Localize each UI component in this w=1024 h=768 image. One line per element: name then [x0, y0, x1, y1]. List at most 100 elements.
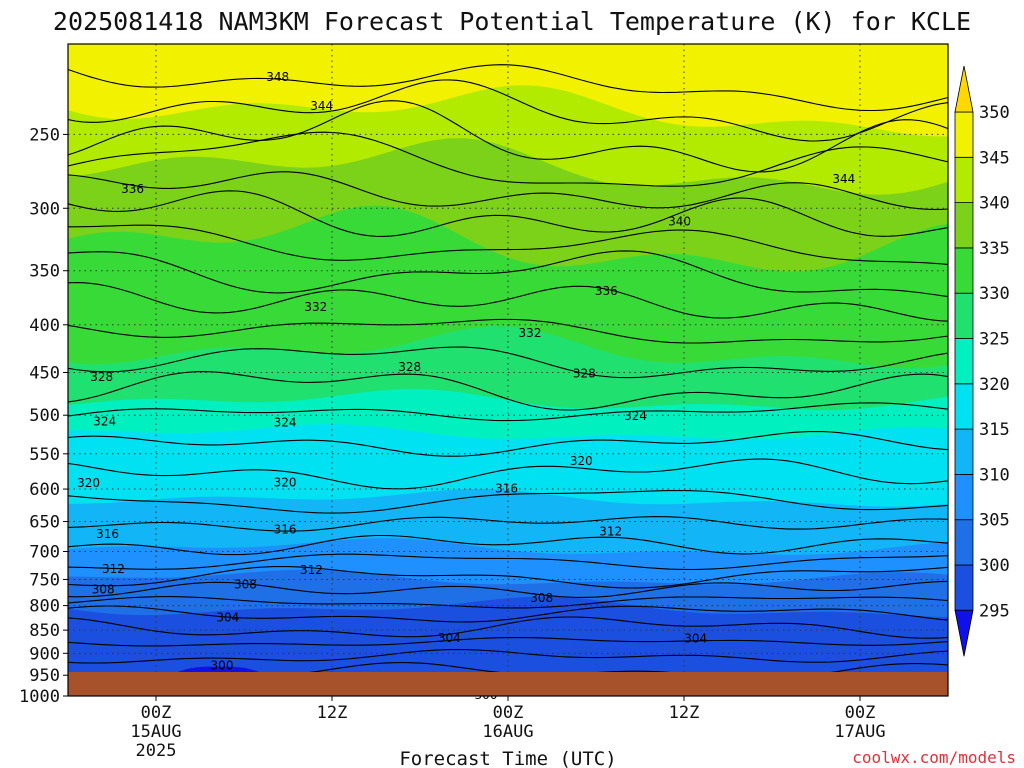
y-tick-label: 750	[29, 570, 60, 590]
colorbar-segment	[954, 292, 974, 339]
contour-line-24	[67, 636, 949, 647]
contour-label: 340	[668, 215, 691, 229]
contour-line-7	[67, 250, 949, 298]
colorbar-label: 345	[979, 148, 1010, 168]
y-tick-label: 300	[29, 199, 60, 219]
contour-labels: 348 344 344 340 336 336 332 332 328 328 328 324 324 3…	[77, 70, 855, 702]
contour-label: 336	[595, 284, 618, 298]
y-tick-label: 700	[29, 543, 60, 563]
colorbar-segment	[954, 383, 974, 430]
contour-label: 320	[77, 476, 100, 490]
x-tick-label: 00Z	[845, 703, 876, 723]
colorbar-label: 330	[979, 284, 1010, 304]
contour-line-18	[67, 553, 949, 571]
x-tick-label: 00Z	[141, 703, 172, 723]
y-tick-label: 550	[29, 445, 60, 465]
contour-line-12	[67, 402, 949, 422]
colorbar-segment	[954, 202, 974, 249]
contour-line-8	[67, 282, 949, 322]
contour-label: 348	[266, 70, 289, 84]
x-tick-label: 16AUG	[482, 722, 533, 742]
contour-line-4	[67, 171, 949, 210]
contour-label: 324	[624, 409, 647, 423]
y-tick-label: 900	[29, 644, 60, 664]
contour-line-22	[67, 605, 949, 623]
contour-line-15	[67, 490, 949, 514]
contour-line-20	[67, 580, 949, 598]
contour-label: 304	[684, 632, 707, 646]
colorbar-label: 320	[979, 375, 1010, 395]
contour-line-23	[67, 616, 949, 639]
y-tick-label: 800	[29, 597, 60, 617]
colorbar-label: 295	[979, 601, 1010, 621]
contour-label: 312	[599, 524, 622, 538]
x-tick-label: 15AUG	[130, 722, 181, 742]
colorbar-label: 315	[979, 420, 1010, 440]
colorbar-segment	[954, 564, 974, 611]
contour-line-19	[67, 565, 949, 589]
x-axis-title: Forecast Time (UTC)	[399, 748, 616, 768]
contour-line-14	[67, 458, 949, 490]
contour-line-2	[67, 100, 949, 173]
contour-label: 332	[304, 300, 327, 314]
contour-label: 308	[530, 591, 553, 605]
contour-line-13	[67, 430, 949, 457]
contour-label: 324	[93, 415, 116, 429]
contour-label: 308	[92, 583, 115, 597]
contour-label: 300	[211, 658, 234, 672]
contour-label: 324	[274, 415, 297, 429]
contour-label: 320	[274, 475, 297, 489]
colorbar-top-arrow	[954, 65, 974, 113]
contour-label: 328	[90, 370, 113, 384]
contour-line-21	[67, 596, 949, 609]
plot-area	[68, 44, 948, 697]
contour-label: 312	[102, 562, 125, 576]
contour-label: 336	[121, 182, 144, 196]
y-axis: 250 300 350 400 450 500 550 600 650 700 750 800 850 9…	[19, 125, 68, 707]
colorbar: 295 300 305 310 315 320 325 330 335 340 345 350	[954, 65, 1010, 657]
contour-label: 344	[310, 99, 333, 113]
contour-label: 328	[573, 366, 596, 380]
ground-surface	[68, 672, 948, 696]
x-tick-label: 17AUG	[834, 722, 885, 742]
y-tick-label: 500	[29, 406, 60, 426]
credit-text: coolwx.com/models	[852, 748, 1016, 767]
y-tick-label: 600	[29, 480, 60, 500]
contour-label: 304	[438, 631, 461, 645]
contour-label: 308	[234, 577, 257, 591]
contour-label: 304	[216, 611, 239, 625]
contour-label: 316	[274, 523, 297, 537]
colorbar-label: 350	[979, 103, 1010, 123]
contour-line-6	[68, 224, 949, 265]
colorbar-segment	[954, 156, 974, 204]
colorbar-segment	[954, 473, 974, 521]
y-tick-label: 850	[29, 621, 60, 641]
y-tick-label: 950	[29, 666, 60, 686]
colorbar-label: 300	[979, 556, 1010, 576]
x-tick-label: 2025	[136, 741, 177, 761]
contour-line-1	[67, 79, 949, 142]
colorbar-label: 305	[979, 511, 1010, 531]
colorbar-segment	[954, 338, 974, 385]
colorbar-label: 340	[979, 194, 1010, 214]
y-tick-label: 650	[29, 512, 60, 532]
y-tick-label: 250	[29, 125, 60, 145]
colorbar-segment	[954, 111, 974, 158]
contour-line-0	[67, 64, 949, 112]
contour-line-11	[67, 371, 949, 411]
y-tick-label: 400	[29, 316, 60, 336]
colorbar-label: 335	[979, 239, 1010, 259]
contour-label: 316	[495, 481, 518, 495]
x-tick-label: 12Z	[317, 703, 348, 723]
chart-title: 2025081418 NAM3KM Forecast Potential Tem…	[53, 7, 971, 36]
contour-label: 320	[570, 454, 593, 468]
y-tick-label: 350	[29, 262, 60, 282]
contour-lines	[67, 64, 949, 681]
colorbar-label: 310	[979, 465, 1010, 485]
y-tick-label: 450	[29, 364, 60, 384]
contour-label: 328	[398, 360, 421, 374]
y-tick-label: 1000	[19, 687, 60, 707]
band-fill-9	[68, 596, 948, 696]
colorbar-segment	[954, 428, 974, 475]
